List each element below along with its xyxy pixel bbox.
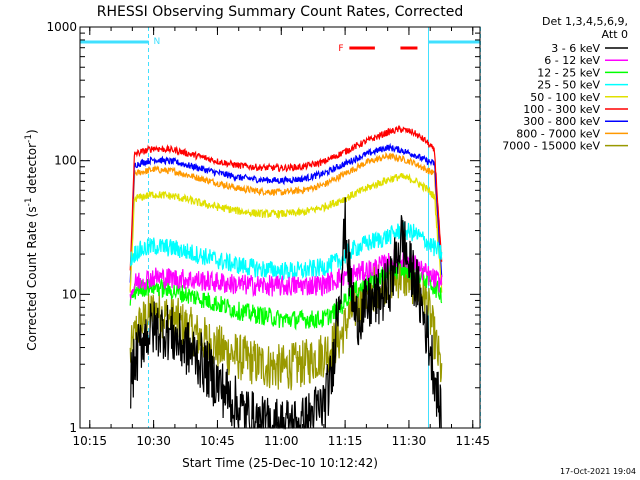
y-tick-label: 1000 [46,20,77,34]
legend-label: 7000 - 15000 keV [502,140,600,153]
series-line-6-12-kev [129,248,443,300]
night-flag-label: N [154,37,161,47]
y-tick-label: 100 [54,154,77,168]
flare-flag-label: F [338,44,343,54]
plot-frame [79,26,481,429]
chart-title: RHESSI Observing Summary Count Rates, Co… [97,4,463,20]
y-tick-label: 10 [62,287,77,301]
x-axis-title: Start Time (25-Dec-10 10:12:42) [182,456,378,470]
generation-timestamp: 17-Oct-2021 19:04 [560,467,636,476]
series-line-3-6-kev [129,197,442,430]
y-axis-title-sup1: -1 [24,197,34,206]
series-line-800-7000-kev [129,151,443,292]
legend-label: 12 - 25 keV [537,66,600,79]
series-line-50-100-kev [129,172,443,293]
x-tick-label: 11:45 [455,434,490,448]
legend-label: 6 - 12 keV [544,54,600,67]
x-tick-label: 11:15 [328,434,363,448]
ticks: 10:15 10:30 10:45 11:00 11:15 11:30 11:45 1 10 10… [46,20,490,448]
legend-header-attenuator: Att 0 [602,28,628,41]
x-tick-label: 10:30 [136,434,171,448]
y-axis-title: Corrected Count Rate (s-1 detector-1) [24,129,39,350]
legend-label: 800 - 7000 keV [516,127,600,140]
y-axis-title-mid: detector [25,143,39,198]
legend-label: 300 - 800 keV [523,115,600,128]
y-tick-label: 1 [69,421,77,435]
legend-label: 25 - 50 keV [537,79,600,92]
x-tick-label: 11:30 [392,434,427,448]
series-line-25-50-kev [129,221,443,281]
legend-label: 50 - 100 keV [530,91,600,104]
legend-label: 3 - 6 keV [551,42,600,55]
series-line-100-300-kev [129,124,443,271]
y-axis-title-sup2: -1 [24,134,34,143]
y-axis-title-end: ) [25,129,39,134]
series-line-300-800-kev [129,142,443,283]
x-tick-label: 10:45 [200,434,235,448]
legend-header-detectors: Det 1,3,4,5,6,9, [542,15,628,28]
x-tick-label: 10:15 [72,434,107,448]
axes [79,26,481,429]
y-axis-title-main: Corrected Count Rate (s [25,206,39,350]
legend-label: 100 - 300 keV [523,103,600,116]
series-layer [129,124,443,430]
x-tick-label: 11:00 [264,434,299,448]
